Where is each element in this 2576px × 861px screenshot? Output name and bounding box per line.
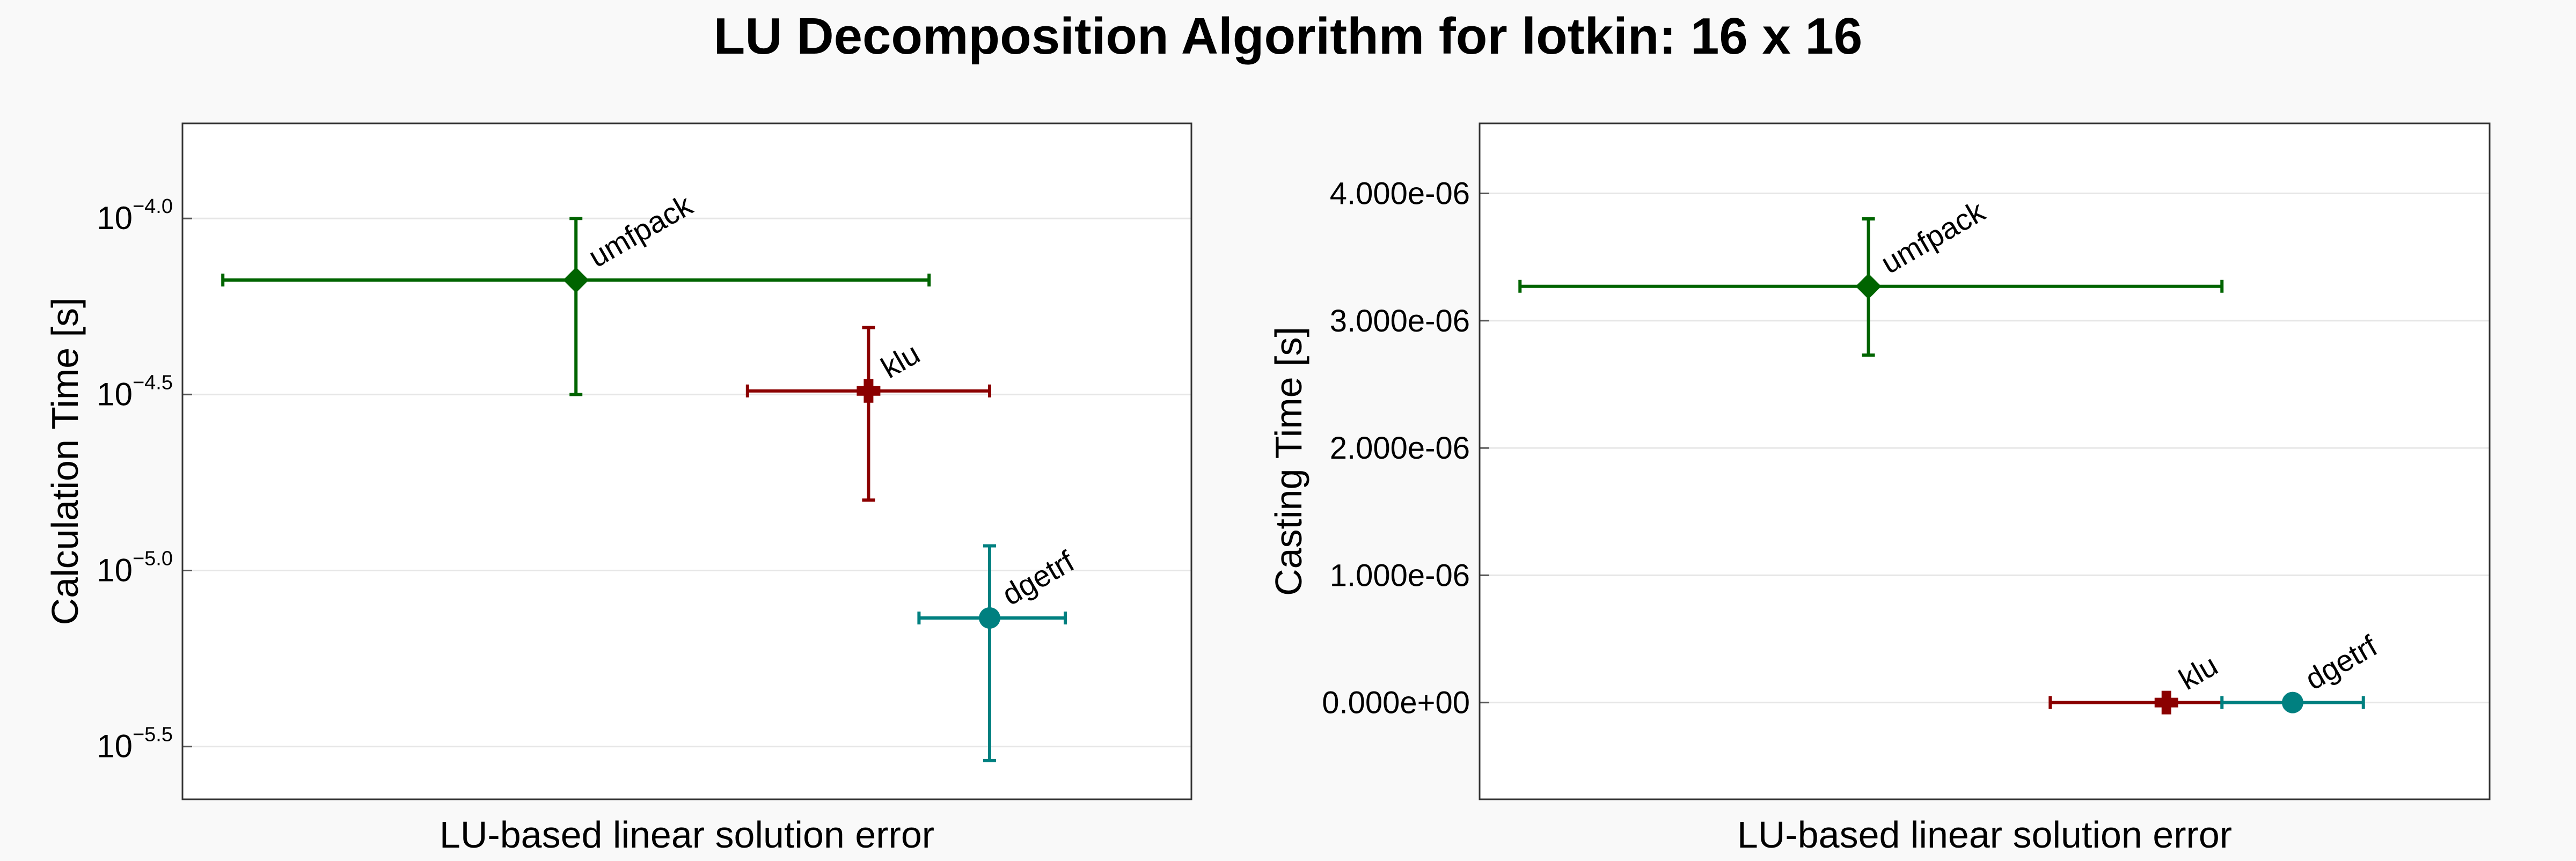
plus-marker-v	[863, 379, 874, 403]
x-axis-label: LU-based linear solution error	[440, 814, 934, 856]
figure-title: LU Decomposition Algorithm for lotkin: 1…	[714, 8, 1863, 65]
y-tick-label: 4.000e-06	[1330, 176, 1470, 211]
plot-frame	[1479, 122, 2491, 800]
chart-panel-1: 10−4.010−4.510−5.010−5.5LU-based linear …	[44, 122, 1192, 856]
y-tick-label-exponent: −5.5	[133, 724, 173, 746]
y-tick-label-exponent: −5.0	[133, 547, 173, 570]
y-tick-label-exponent: −4.0	[133, 195, 173, 218]
plot-area	[1480, 123, 2490, 799]
y-axis-label: Calculation Time [s]	[44, 298, 86, 625]
y-axis-label: Casting Time [s]	[1268, 327, 1309, 596]
circle-marker	[979, 607, 1000, 629]
y-tick-label-exponent: −4.5	[133, 371, 173, 394]
diamond-marker	[1855, 273, 1882, 299]
y-tick-label: 10−4.0	[97, 195, 173, 236]
y-tick-label-base: 10	[97, 376, 133, 412]
plot-frame	[181, 122, 1192, 800]
y-tick-label: 2.000e-06	[1330, 431, 1470, 466]
diamond-marker	[563, 267, 589, 293]
y-tick-label: 3.000e-06	[1330, 304, 1470, 338]
y-tick-label-base: 10	[97, 728, 133, 764]
y-tick-label: 10−4.5	[97, 371, 173, 412]
y-tick-label: 0.000e+00	[1322, 686, 1470, 720]
y-tick-label-base: 10	[97, 200, 133, 236]
chart-panel-2: 0.000e+00 1.000e-06 2.000e-06 3.000e-06 4.00…	[1268, 122, 2491, 856]
y-tick-label-base: 10	[97, 552, 133, 588]
y-tick-label: 1.000e-06	[1330, 558, 1470, 593]
y-tick-label: 10−5.5	[97, 724, 173, 764]
y-tick-label: 10−5.0	[97, 547, 173, 588]
circle-marker	[2282, 691, 2304, 713]
x-axis-label: LU-based linear solution error	[1737, 814, 2232, 856]
plot-area	[182, 123, 1191, 799]
plus-marker-v	[2161, 690, 2171, 715]
